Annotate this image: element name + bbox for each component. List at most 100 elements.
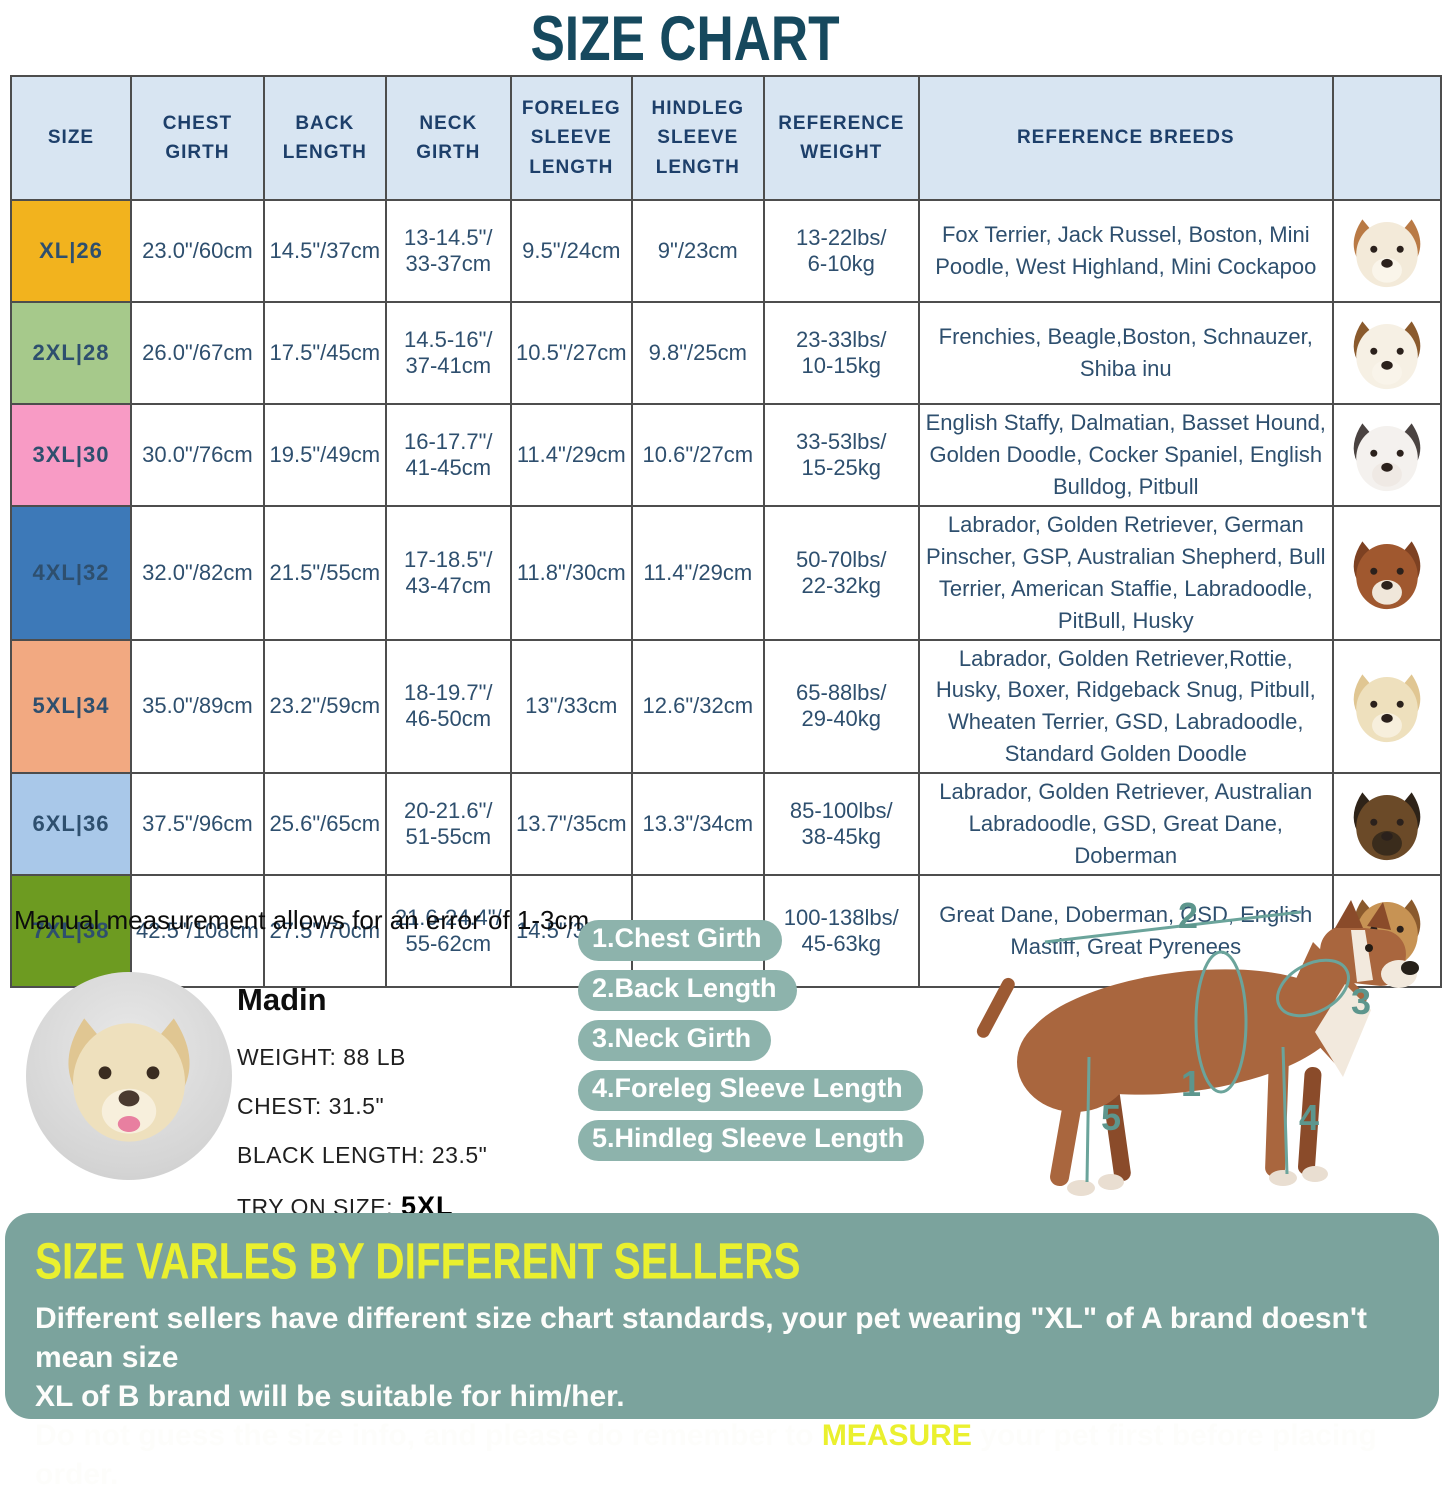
dog-photo-cell: [1331, 505, 1442, 641]
dog-breed-photo: [1353, 541, 1421, 609]
dog-breed-photo: [1353, 321, 1421, 390]
legend-hindleg-sleeve-length: 5.Hindleg Sleeve Length: [578, 1120, 925, 1161]
neck-girth-cell: 14.5-16"/ 37-41cm: [384, 301, 512, 405]
foreleg-line: [1281, 1046, 1289, 1175]
size-cell: XL|26: [10, 199, 132, 303]
measurement-note: Manual measurement allows for an error o…: [14, 905, 590, 935]
reference-weight-cell: 13-22lbs/ 6-10kg: [762, 199, 920, 303]
reference-weight-cell: 100-138lbs/ 45-63kg: [762, 874, 920, 989]
size-table-body: XL|26 23.0"/60cm 14.5"/37cm 13-14.5"/ 33…: [10, 199, 1442, 989]
foreleg-sleeve-cell: 13.7"/35cm: [509, 772, 633, 877]
dog-photo-cell: [1331, 772, 1442, 877]
footer-body: Different sellers have different size ch…: [35, 1299, 1413, 1494]
legend-neck-girth: 3.Neck Girth: [578, 1020, 772, 1061]
size-cell: 7XL|38: [10, 874, 132, 989]
dog-breed-photo: [1353, 423, 1421, 492]
footer-warning-panel: SIZE VARLES BY DIFFERENT SELLERS Differe…: [5, 1213, 1439, 1491]
chest-girth-cell: 32.0"/82cm: [130, 505, 265, 641]
table-row: 6XL|36 37.5"/96cm 25.6"/65cm 20-21.6"/ 5…: [10, 772, 1442, 877]
size-cell: 3XL|30: [10, 403, 132, 507]
dog-photo-cell: [1331, 199, 1442, 303]
dog-photo-cell: [1331, 301, 1442, 405]
chest-girth-cell: 23.0"/60cm: [130, 199, 265, 303]
legend-chest-girth: 1.Chest Girth: [578, 920, 782, 961]
neck-girth-loop: [1276, 958, 1350, 1018]
header-reference-weight: REFERENCE WEIGHT: [762, 75, 920, 201]
reference-breeds-cell: Labrador, Golden Retriever, German Pinsc…: [917, 505, 1334, 641]
dog-illustration: [976, 900, 1419, 1196]
reference-weight-cell: 23-33lbs/ 10-15kg: [762, 301, 920, 405]
legend-foreleg-sleeve-length: 4.Foreleg Sleeve Length: [578, 1070, 923, 1111]
reference-weight-cell: 85-100lbs/ 38-45kg: [762, 772, 920, 877]
size-cell: 6XL|36: [10, 772, 132, 877]
chest-girth-cell: 30.0"/76cm: [130, 403, 265, 507]
reference-breeds-cell: English Staffy, Dalmatian, Basset Hound,…: [917, 403, 1334, 507]
model-info: Madin WEIGHT: 88 LB CHEST: 31.5" BLACK L…: [237, 982, 487, 1222]
reference-breeds-cell: Fox Terrier, Jack Russel, Boston, Mini P…: [917, 199, 1334, 303]
reference-breeds-cell: Labrador, Golden Retriever,Rottie, Husky…: [917, 638, 1334, 775]
chest-girth-cell: 35.0"/89cm: [130, 638, 265, 775]
header-chest-girth: CHEST GIRTH: [130, 75, 265, 201]
label-4: 4: [1299, 1097, 1319, 1138]
size-cell: 2XL|28: [10, 301, 132, 405]
measurement-lines: [1044, 910, 1350, 1183]
back-length-cell: 14.5"/37cm: [262, 199, 387, 303]
chest-girth-cell: 26.0"/67cm: [130, 301, 265, 405]
table-row: 5XL|34 35.0"/89cm 23.2"/59cm 18-19.7"/ 4…: [10, 638, 1442, 775]
page-title: SIZE CHART: [530, 3, 840, 74]
header-size: SIZE: [10, 75, 132, 201]
header-foreleg-sleeve-length: FORELEG SLEEVE LENGTH: [509, 75, 633, 201]
header-hindleg-sleeve-length: HINDLEG SLEEVE LENGTH: [630, 75, 765, 201]
size-cell: 5XL|34: [10, 638, 132, 775]
label-1: 1: [1181, 1063, 1201, 1104]
size-table: SIZE CHEST GIRTH BACK LENGTH NECK GIRTH …: [10, 75, 1442, 989]
model-name: Madin: [237, 982, 327, 1017]
dog-photo-cell: [1331, 638, 1442, 775]
foreleg-sleeve-cell: 11.8"/30cm: [509, 505, 633, 641]
label-3: 3: [1351, 981, 1371, 1022]
reference-breeds-cell: Labrador, Golden Retriever, Australian L…: [917, 772, 1334, 877]
neck-girth-cell: 13-14.5"/ 33-37cm: [384, 199, 512, 303]
back-length-cell: 21.5"/55cm: [262, 505, 387, 641]
model-chest: CHEST: 31.5": [237, 1093, 385, 1119]
footer-paragraph-1: Different sellers have different size ch…: [35, 1302, 1367, 1413]
reference-weight-cell: 33-53lbs/ 15-25kg: [762, 403, 920, 507]
chest-girth-cell: 37.5"/96cm: [130, 772, 265, 877]
table-row: 2XL|28 26.0"/67cm 17.5"/45cm 14.5-16"/ 3…: [10, 301, 1442, 405]
dog-breed-photo: [1353, 674, 1421, 743]
back-length-cell: 19.5"/49cm: [262, 403, 387, 507]
foreleg-sleeve-cell: 13"/33cm: [509, 638, 633, 775]
neck-girth-cell: 21.6-24.4"/ 55-62cm: [384, 874, 512, 989]
table-row: XL|26 23.0"/60cm 14.5"/37cm 13-14.5"/ 33…: [10, 199, 1442, 303]
back-length-cell: 23.2"/59cm: [262, 638, 387, 775]
neck-girth-cell: 16-17.7"/ 41-45cm: [384, 403, 512, 507]
header-reference-breeds: REFERENCE BREEDS: [917, 75, 1334, 201]
header-neck-girth: NECK GIRTH: [384, 75, 512, 201]
hindleg-sleeve-cell: 11.4"/29cm: [630, 505, 765, 641]
measurement-legend: 1.Chest Girth 2.Back Length 3.Neck Girth…: [578, 920, 925, 1161]
footer-p2-prefix: Do not guess the size info, and please d…: [35, 1419, 822, 1452]
table-header-row: SIZE CHEST GIRTH BACK LENGTH NECK GIRTH …: [10, 75, 1442, 201]
chest-girth-cell: 42.5"/108cm: [130, 874, 265, 989]
back-length-cell: 27.5"/70cm: [262, 874, 387, 989]
neck-girth-cell: 17-18.5"/ 43-47cm: [384, 505, 512, 641]
hindleg-line: [1085, 1056, 1091, 1183]
footer-paragraph-2: Do not guess the size info, and please d…: [35, 1416, 1413, 1494]
dog-breed-photo: [1353, 219, 1421, 288]
foreleg-sleeve-cell: 9.5"/24cm: [509, 199, 633, 303]
table-row: 3XL|30 30.0"/76cm 19.5"/49cm 16-17.7"/ 4…: [10, 403, 1442, 507]
footer-measure-highlight: MEASURE: [821, 1419, 972, 1452]
foreleg-sleeve-cell: 10.5"/27cm: [509, 301, 633, 405]
foreleg-sleeve-cell: 11.4"/29cm: [509, 403, 633, 507]
hindleg-sleeve-cell: 13.3"/34cm: [630, 772, 765, 877]
back-length-line: [1044, 910, 1302, 944]
back-length-cell: 25.6"/65cm: [262, 772, 387, 877]
dog-measurement-diagram: 2 1 3 4 5: [976, 895, 1419, 1196]
footer-headline: SIZE VARLES BY DIFFERENT SELLERS: [35, 1232, 801, 1290]
hindleg-sleeve-cell: 12.6"/32cm: [630, 638, 765, 775]
neck-girth-cell: 20-21.6"/ 51-55cm: [384, 772, 512, 877]
table-row: 4XL|32 32.0"/82cm 21.5"/55cm 17-18.5"/ 4…: [10, 505, 1442, 641]
chest-girth-loop: [1194, 950, 1248, 1094]
legend-back-length: 2.Back Length: [578, 970, 797, 1011]
back-length-cell: 17.5"/45cm: [262, 301, 387, 405]
